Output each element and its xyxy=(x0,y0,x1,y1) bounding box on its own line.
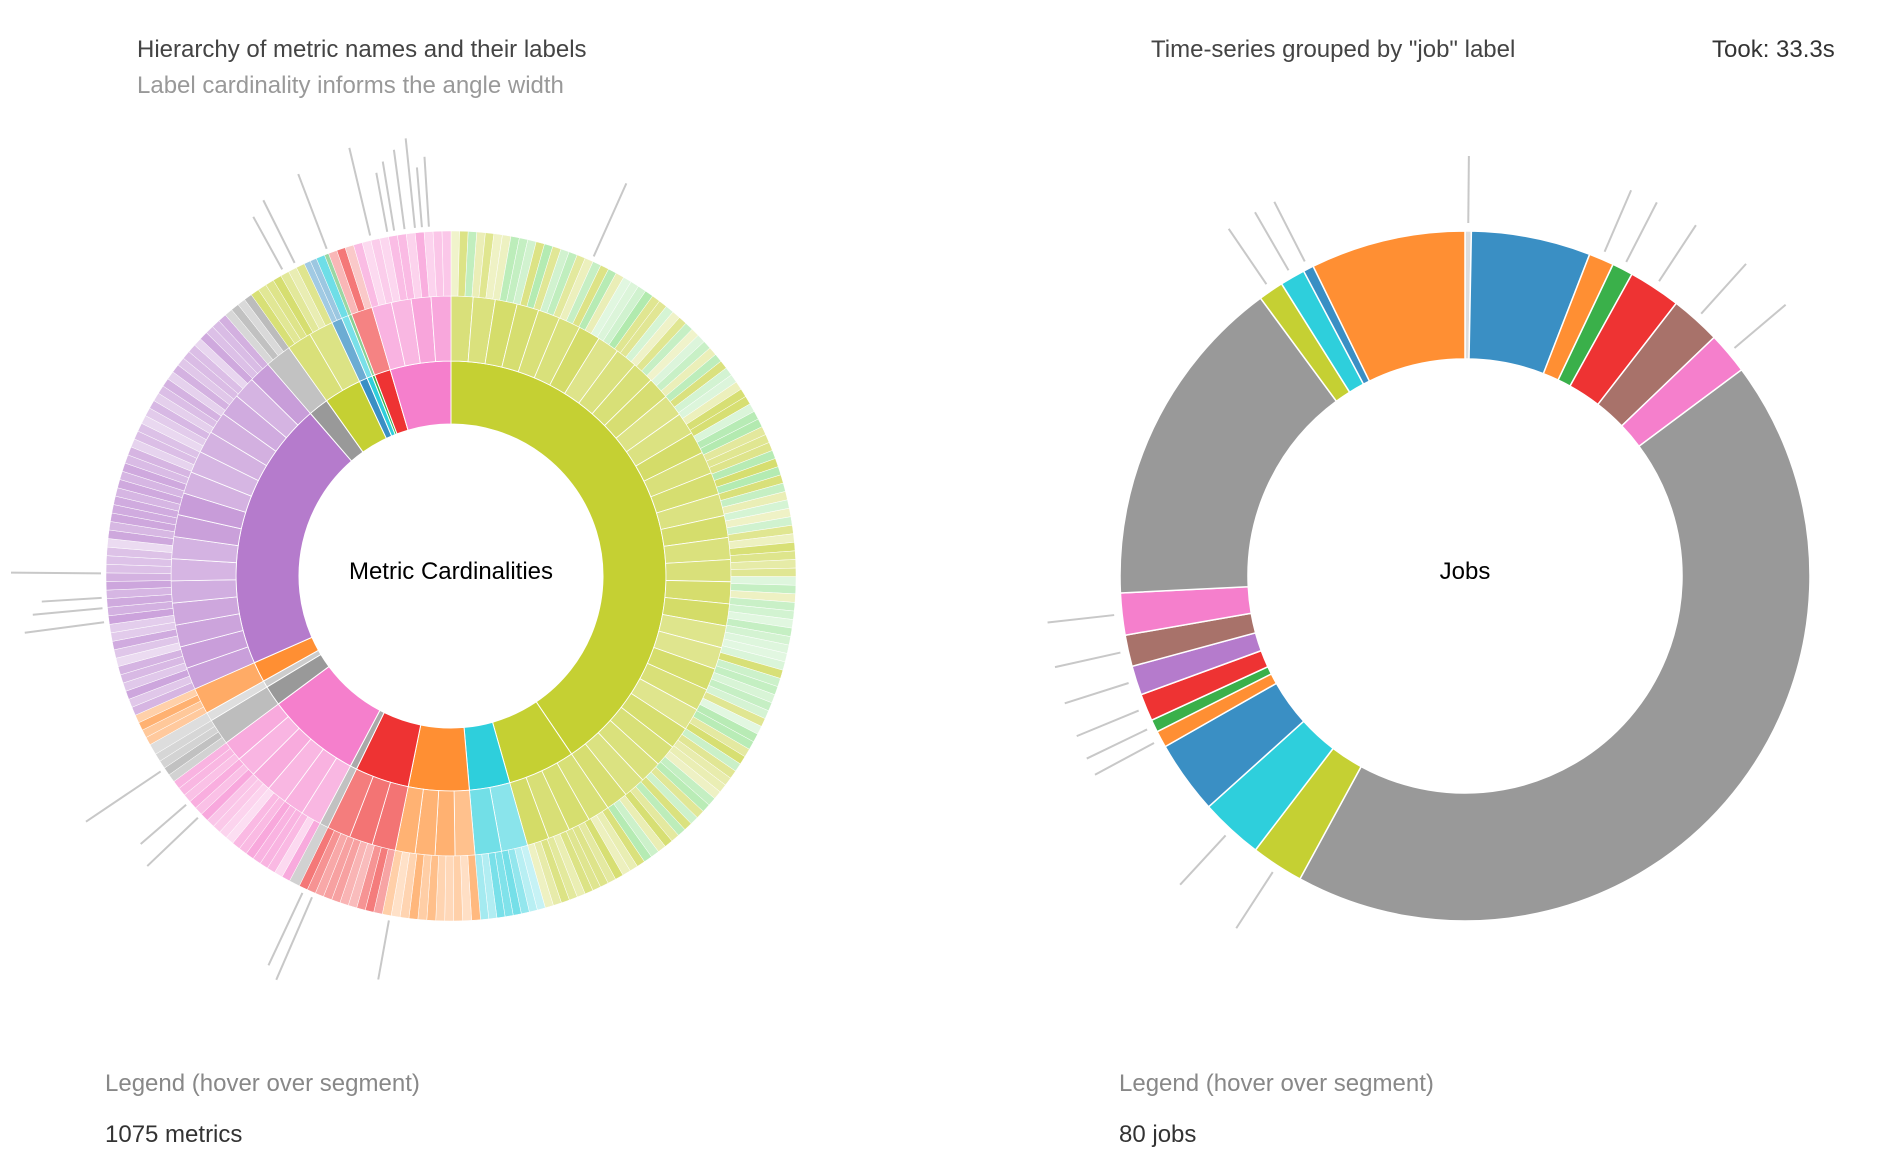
sunburst-leader-line xyxy=(262,199,296,264)
sunburst-leader-line xyxy=(275,896,313,981)
sunburst-leader-line xyxy=(348,147,372,236)
sunburst-subtitle: Label cardinality informs the angle widt… xyxy=(137,72,564,99)
sunburst-leader-line xyxy=(415,167,423,228)
sunburst-leader-line xyxy=(375,172,389,233)
donut-leader-line xyxy=(1733,303,1787,349)
donut-leader-line xyxy=(1625,201,1658,263)
job-count: 80 jobs xyxy=(1119,1121,1197,1148)
donut-leader-line xyxy=(1227,228,1268,285)
sunburst-leader-line xyxy=(267,892,304,966)
sunburst-outer-segment[interactable] xyxy=(730,567,797,577)
donut-leader-line xyxy=(1047,614,1115,624)
sunburst-leader-line xyxy=(404,138,416,228)
sunburst-leader-line xyxy=(592,182,628,257)
sunburst-title: Hierarchy of metric names and their labe… xyxy=(137,36,587,63)
sunburst-leader-line xyxy=(392,149,406,230)
sunburst-leader-line xyxy=(297,173,328,250)
donut-chart xyxy=(1047,156,1811,929)
donut-title: Time-series grouped by "job" label xyxy=(1151,36,1516,63)
donut-leader-line xyxy=(1064,682,1129,705)
sunburst-leader-line xyxy=(85,770,162,823)
donut-legend-hint: Legend (hover over segment) xyxy=(1119,1070,1434,1097)
metric-count: 1075 metrics xyxy=(105,1121,243,1148)
sunburst-center-label: Metric Cardinalities xyxy=(348,558,554,585)
sunburst-leader-line xyxy=(140,804,187,845)
sunburst-legend-hint: Legend (hover over segment) xyxy=(105,1070,420,1097)
donut-leader-line xyxy=(1467,156,1470,224)
sunburst-leader-line xyxy=(423,156,430,227)
sunburst-middle-segment[interactable] xyxy=(665,559,732,583)
sunburst-outer-segment[interactable] xyxy=(105,572,172,582)
sunburst-leader-line xyxy=(381,161,396,231)
sunburst-leader-line xyxy=(11,571,102,575)
donut-leader-line xyxy=(1086,728,1148,760)
donut-leader-line xyxy=(1076,709,1140,738)
sunburst-leader-line xyxy=(146,817,199,867)
sunburst-outer-segment[interactable] xyxy=(441,230,452,297)
donut-segment[interactable] xyxy=(1312,230,1466,383)
sunburst-outer-segment[interactable] xyxy=(444,855,454,922)
donut-leader-line xyxy=(1273,201,1306,262)
donut-center-label: Jobs xyxy=(1439,558,1491,585)
donut-leader-line xyxy=(1658,224,1697,282)
sunburst-leader-line xyxy=(252,216,284,270)
donut-segment[interactable] xyxy=(1298,368,1811,922)
sunburst-leader-line xyxy=(41,596,102,603)
sunburst-leader-line xyxy=(32,607,103,616)
donut-leader-line xyxy=(1094,742,1155,776)
donut-leader-line xyxy=(1179,834,1227,886)
took-label: Took: 33.3s xyxy=(1712,36,1835,63)
donut-leader-line xyxy=(1700,263,1747,315)
sunburst-chart xyxy=(11,138,797,981)
sunburst-leader-line xyxy=(24,621,105,634)
donut-leader-line xyxy=(1235,871,1274,929)
sunburst-leader-line xyxy=(377,920,390,980)
donut-leader-line xyxy=(1603,189,1633,253)
donut-leader-line xyxy=(1054,651,1121,669)
donut-leader-line xyxy=(1254,211,1290,271)
